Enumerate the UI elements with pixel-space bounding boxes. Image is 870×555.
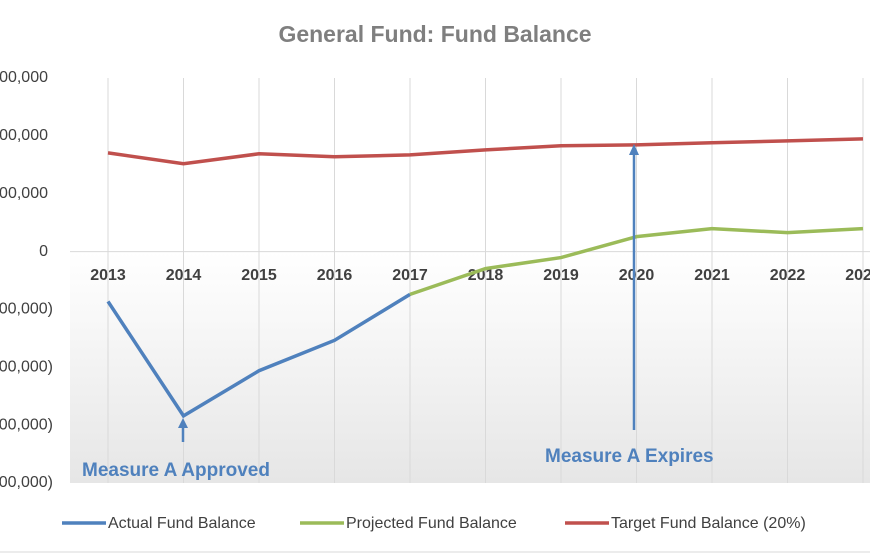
x-tick-label: 2020: [619, 267, 655, 284]
y-tick-label: 10,000,000: [0, 127, 48, 144]
x-tick-label: 2014: [166, 267, 202, 284]
y-tick-label: 15,000,000: [0, 69, 48, 86]
legend-label: Projected Fund Balance: [346, 515, 517, 532]
x-tick-label: 2023: [845, 267, 870, 284]
x-tick-label: 2022: [770, 267, 806, 284]
x-tick-label: 2021: [694, 267, 730, 284]
y-tick-label: 5,000,000: [0, 185, 48, 202]
series-line: [106, 292, 411, 419]
plot-shade: [70, 252, 870, 483]
y-tick-label: (5,000,000): [0, 301, 53, 318]
series-line: [409, 226, 864, 297]
plot: 15,000,000 10,000,000 5,000,000 0 (5,000,000…: [0, 69, 870, 532]
chart-title: General Fund: Fund Balance: [278, 21, 591, 47]
arrow-head: [629, 144, 639, 155]
x-tick-label: 2015: [241, 267, 277, 284]
annotation: Measure A Expires: [545, 446, 714, 467]
x-tick-label: 2019: [543, 267, 579, 284]
y-tick-label: (20,000,000): [0, 474, 53, 491]
arrow-head: [178, 418, 188, 428]
y-tick-label: (10,000,000): [0, 359, 53, 376]
legend-label: Actual Fund Balance: [108, 515, 256, 532]
x-tick-label: 2016: [317, 267, 353, 284]
y-tick-label: 0: [39, 243, 48, 260]
legend-label: Target Fund Balance (20%): [611, 515, 806, 532]
x-tick-label: 2017: [392, 267, 428, 284]
x-tick-label: 2013: [90, 267, 126, 284]
series-line: [107, 137, 864, 166]
annotation: Measure A Approved: [82, 460, 270, 481]
y-tick-label: (15,000,000): [0, 416, 53, 433]
